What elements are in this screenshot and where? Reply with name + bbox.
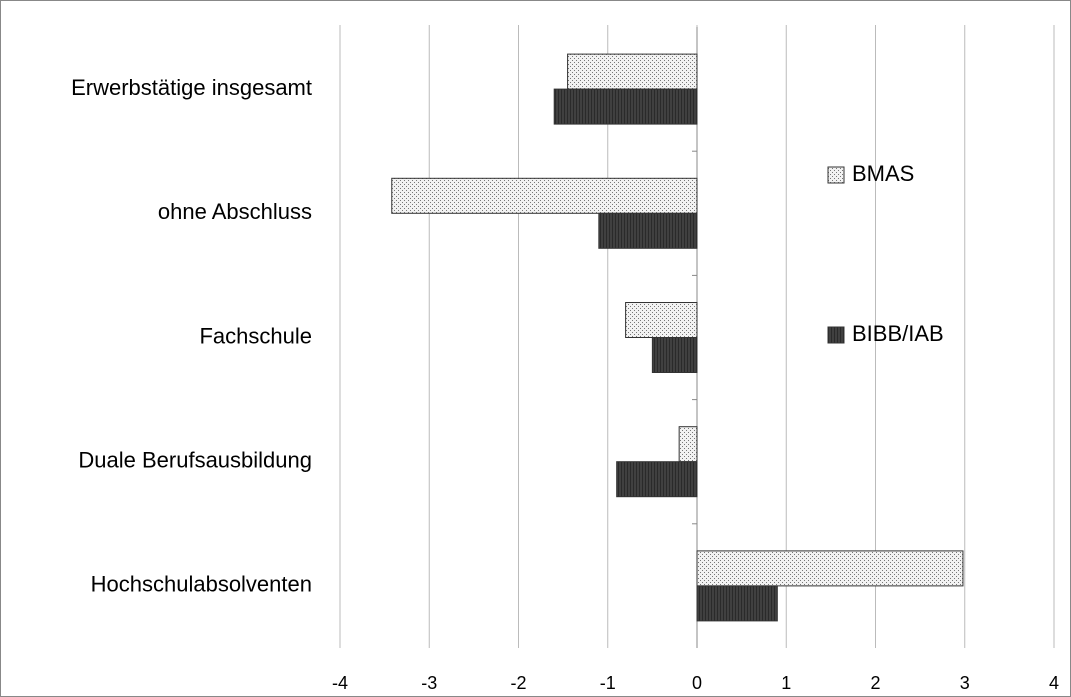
y-tick-label: Duale Berufsausbildung	[78, 448, 312, 473]
y-tick-label: Erwerbstätige insgesamt	[71, 75, 312, 100]
bar	[391, 177, 698, 214]
x-tick-label: 4	[1049, 673, 1059, 693]
legend-label: BMAS	[852, 161, 914, 186]
bar	[598, 212, 698, 249]
bar	[616, 461, 698, 498]
x-tick-label: -2	[510, 673, 526, 693]
x-tick-label: -1	[600, 673, 616, 693]
legend-label: BIBB/IAB	[852, 321, 944, 346]
x-tick-label: -3	[421, 673, 437, 693]
bar	[553, 88, 698, 125]
x-tick-label: 2	[870, 673, 880, 693]
y-tick-label: Fachschule	[199, 323, 312, 348]
bar	[696, 550, 964, 587]
bar	[651, 337, 698, 373]
legend-swatch	[827, 326, 845, 344]
bar	[625, 302, 698, 338]
bar	[696, 585, 778, 622]
y-tick-label: ohne Abschluss	[158, 199, 312, 224]
bar	[678, 426, 698, 463]
bar	[567, 53, 698, 90]
x-tick-label: -4	[332, 673, 348, 693]
x-tick-label: 0	[692, 673, 702, 693]
legend-swatch	[827, 166, 845, 184]
x-tick-label: 3	[960, 673, 970, 693]
x-tick-label: 1	[781, 673, 791, 693]
y-tick-label: Hochschulabsolventen	[91, 572, 312, 597]
